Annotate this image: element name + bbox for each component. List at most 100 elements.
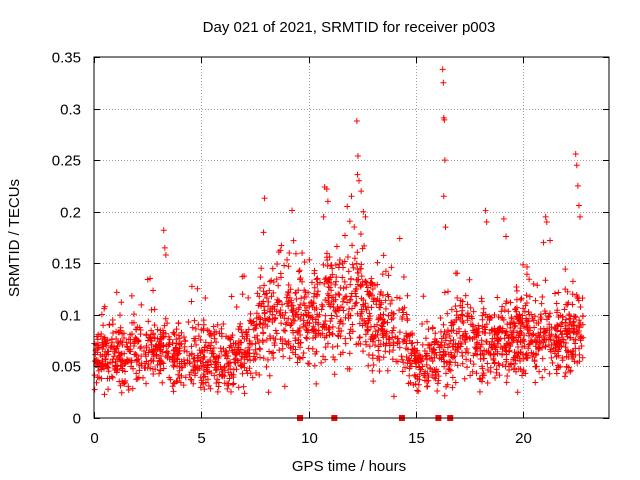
plot-frame [93, 56, 610, 419]
data-point [562, 266, 569, 273]
data-point [452, 341, 459, 348]
data-point [367, 336, 374, 343]
data-point [523, 317, 530, 324]
data-point [332, 291, 339, 298]
data-point [365, 327, 372, 334]
data-point [165, 343, 172, 350]
data-point [356, 334, 363, 341]
data-point [256, 293, 263, 300]
data-point [253, 321, 260, 328]
data-point [551, 350, 558, 357]
data-point [511, 323, 518, 330]
data-point [362, 331, 369, 338]
data-point [526, 293, 533, 300]
data-point [282, 338, 289, 345]
data-point [188, 298, 195, 305]
data-point [472, 350, 479, 357]
data-point [566, 312, 573, 319]
data-point [225, 382, 232, 389]
data-point [176, 367, 183, 374]
data-point [354, 171, 361, 178]
data-point [241, 350, 248, 357]
data-point [522, 370, 529, 377]
data-point [380, 354, 387, 361]
data-point [390, 339, 397, 346]
data-point [296, 327, 303, 334]
data-point [275, 297, 282, 304]
data-point [494, 335, 501, 342]
data-point [553, 341, 560, 348]
data-point [309, 345, 316, 352]
data-point [343, 284, 350, 291]
data-point [247, 320, 254, 327]
data-point [160, 227, 167, 234]
data-point [292, 250, 299, 257]
data-point [514, 389, 521, 396]
data-point [225, 353, 232, 360]
data-point [519, 351, 526, 358]
data-point [453, 330, 460, 337]
data-point [430, 346, 437, 353]
data-point [377, 291, 384, 298]
data-point [97, 351, 104, 358]
data-point [574, 182, 581, 189]
data-point [197, 358, 204, 365]
data-point [222, 351, 229, 358]
data-point [352, 290, 359, 297]
data-point [157, 348, 164, 355]
data-point [346, 306, 353, 313]
data-point [347, 312, 354, 319]
data-point [534, 282, 541, 289]
data-point [195, 333, 202, 340]
data-point [257, 274, 264, 281]
data-point [170, 329, 177, 336]
data-point [405, 332, 412, 339]
data-point [518, 295, 525, 302]
data-point [263, 363, 270, 370]
data-point [328, 312, 335, 319]
data-point [448, 328, 455, 335]
data-point [282, 321, 289, 328]
data-point [285, 303, 292, 310]
data-point [217, 345, 224, 352]
data-point [423, 350, 430, 357]
data-point [329, 265, 336, 272]
data-point [419, 320, 426, 327]
data-point [510, 354, 517, 361]
data-point [374, 259, 381, 266]
data-point [557, 339, 564, 346]
data-point [388, 264, 395, 271]
data-point [254, 290, 261, 297]
data-point [191, 335, 198, 342]
data-point [181, 343, 188, 350]
data-point [392, 333, 399, 340]
data-point [257, 354, 264, 361]
data-point [573, 291, 580, 298]
data-point [197, 337, 204, 344]
data-point [281, 383, 288, 390]
data-point [419, 363, 426, 370]
data-point [265, 389, 272, 396]
data-point [396, 235, 403, 242]
data-point [540, 239, 547, 246]
data-point [109, 374, 116, 381]
data-point [449, 374, 456, 381]
data-point [390, 310, 397, 317]
data-point [342, 314, 349, 321]
data-point [300, 300, 307, 307]
data-point [270, 354, 277, 361]
data-point [96, 360, 103, 367]
data-point [314, 288, 321, 295]
data-point [272, 327, 279, 334]
data-point [462, 292, 469, 299]
data-point [243, 367, 250, 374]
data-point [125, 336, 132, 343]
data-point [387, 300, 394, 307]
data-point [388, 316, 395, 323]
data-point [201, 344, 208, 351]
data-point [489, 335, 496, 342]
data-point [147, 365, 154, 372]
data-point [369, 285, 376, 292]
data-point [113, 289, 120, 296]
data-point [408, 352, 415, 359]
